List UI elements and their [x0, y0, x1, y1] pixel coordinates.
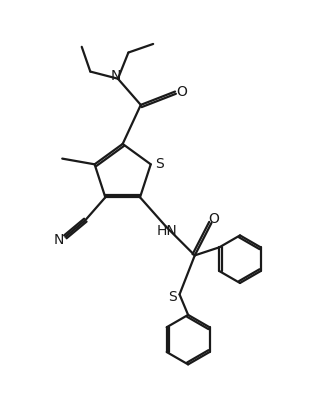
- Text: O: O: [176, 84, 187, 98]
- Text: N: N: [53, 232, 64, 246]
- Text: S: S: [155, 156, 164, 171]
- Text: O: O: [208, 212, 219, 226]
- Text: N: N: [111, 69, 121, 83]
- Text: HN: HN: [157, 223, 178, 237]
- Text: S: S: [168, 290, 177, 304]
